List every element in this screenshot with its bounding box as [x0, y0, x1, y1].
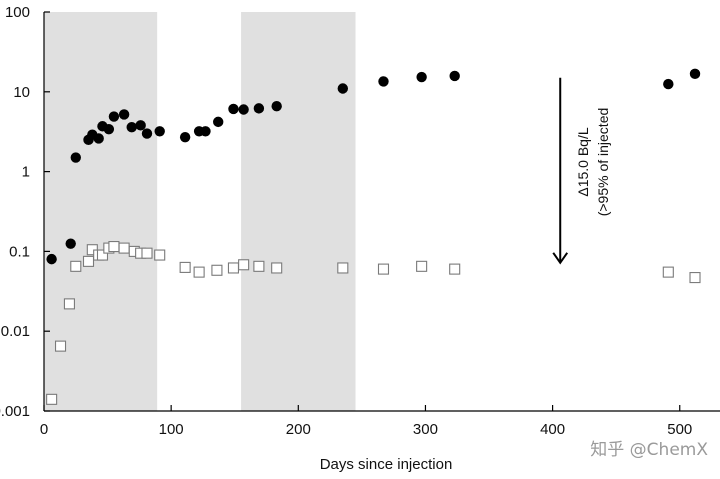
- x-tick-label: 200: [286, 421, 311, 438]
- data-point-square: [46, 393, 58, 405]
- data-point-square: [449, 263, 461, 275]
- data-point-square: [337, 262, 349, 274]
- series-filled-circles: [46, 68, 701, 265]
- data-point-square: [227, 262, 240, 274]
- plot-area: [43, 12, 720, 412]
- data-point-square: [253, 260, 265, 272]
- data-point-square: [54, 340, 67, 352]
- data-point-square: [377, 263, 390, 275]
- data-point-square: [96, 249, 109, 261]
- data-point-square: [662, 266, 674, 278]
- annotation-line-2: (>95% of injected: [595, 108, 611, 217]
- data-point-square: [211, 264, 223, 276]
- data-point-circle: [271, 101, 282, 112]
- data-point-circle: [70, 152, 81, 163]
- data-point-circle: [200, 126, 211, 137]
- y-tick-label: 0.001: [0, 403, 30, 420]
- data-point-circle: [93, 133, 104, 144]
- data-point-square: [82, 255, 95, 267]
- data-point-circle: [689, 68, 701, 80]
- data-point-circle: [337, 83, 349, 94]
- data-point-square: [63, 298, 75, 310]
- shaded-bands: [44, 12, 356, 411]
- x-axis-title: Days since injection: [320, 456, 453, 473]
- data-point-circle: [103, 123, 115, 135]
- data-point-circle: [378, 76, 389, 87]
- data-point-square: [416, 260, 428, 272]
- y-tick-label: 1: [22, 164, 30, 181]
- series-open-squares: [46, 241, 701, 405]
- data-point-square: [689, 272, 701, 284]
- data-point-circle: [154, 126, 165, 137]
- data-point-square: [179, 261, 191, 273]
- data-point-circle: [141, 128, 153, 139]
- data-point-square: [154, 249, 166, 261]
- x-tick-label: 400: [540, 421, 565, 438]
- data-point-square: [108, 241, 120, 253]
- x-tick-label: 500: [667, 421, 692, 438]
- x-tick-label: 0: [40, 421, 48, 438]
- data-point-circle: [663, 78, 674, 90]
- data-point-square: [118, 242, 130, 254]
- data-point-circle: [179, 131, 191, 143]
- data-point-circle: [416, 71, 427, 83]
- annotation-line-1: Δ15.0 Bq/L: [575, 127, 591, 197]
- x-ticks: 0 100 200 300 400 500: [40, 405, 692, 438]
- data-point-circle: [135, 120, 146, 131]
- y-tick-label: 0.1: [9, 243, 30, 260]
- arrow-head: [552, 252, 569, 265]
- watermark: 知乎 @ChemX: [590, 440, 708, 460]
- data-point-circle: [253, 103, 265, 114]
- y-ticks: 0.001 0.01 0.1 1 10 100: [0, 4, 50, 420]
- data-point-square: [271, 262, 283, 274]
- data-point-circle: [108, 111, 120, 122]
- data-point-square: [70, 260, 82, 272]
- x-tick-label: 300: [413, 421, 438, 438]
- data-point-circle: [126, 122, 137, 133]
- data-point-square: [238, 259, 250, 271]
- data-point-square: [193, 266, 205, 278]
- data-point-circle: [238, 104, 249, 115]
- data-point-circle: [65, 238, 76, 249]
- data-point-circle: [228, 103, 239, 115]
- y-tick-label: 100: [5, 4, 30, 21]
- x-tick-label: 100: [159, 421, 184, 438]
- data-point-circle: [118, 109, 130, 120]
- data-point-circle: [212, 116, 224, 128]
- annotation-text: Δ15.0 Bq/L (>95% of injected: [575, 108, 611, 217]
- data-point-circle: [449, 70, 460, 82]
- y-tick-label: 10: [13, 84, 30, 101]
- data-point-circle: [46, 253, 57, 265]
- data-point-square: [141, 247, 153, 259]
- shaded-band-2: [241, 12, 356, 411]
- y-tick-label: 0.01: [1, 323, 30, 340]
- annotation-arrow: [552, 77, 569, 265]
